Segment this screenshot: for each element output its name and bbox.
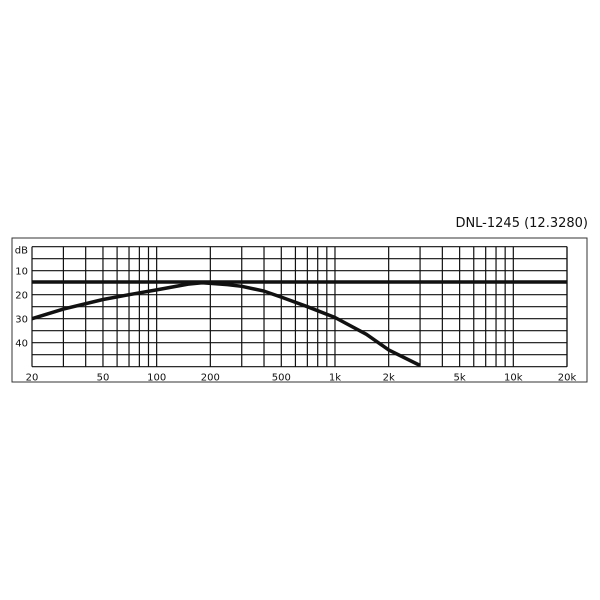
chart-title: DNL-1245 (12.3280) <box>455 216 588 231</box>
y-tick-label: 40 <box>15 339 28 350</box>
x-tick-label: 5k <box>454 373 466 384</box>
y-tick-label: 20 <box>15 291 28 302</box>
x-tick-label: 20 <box>26 373 39 384</box>
x-tick-label: 50 <box>97 373 110 384</box>
x-tick-label: 200 <box>201 373 220 384</box>
x-tick-label: 100 <box>147 373 166 384</box>
chart-frame <box>11 237 588 383</box>
series-line-2 <box>31 280 421 368</box>
x-tick-label: 2k <box>383 373 395 384</box>
x-tick-label: 10k <box>504 373 523 384</box>
y-axis-label: dB <box>15 246 28 257</box>
y-tick-label: 10 <box>15 267 28 278</box>
x-tick-label: 500 <box>272 373 291 384</box>
y-tick-label: 30 <box>15 315 28 326</box>
x-tick-label: 20k <box>558 373 577 384</box>
x-tick-label: 1k <box>329 373 341 384</box>
